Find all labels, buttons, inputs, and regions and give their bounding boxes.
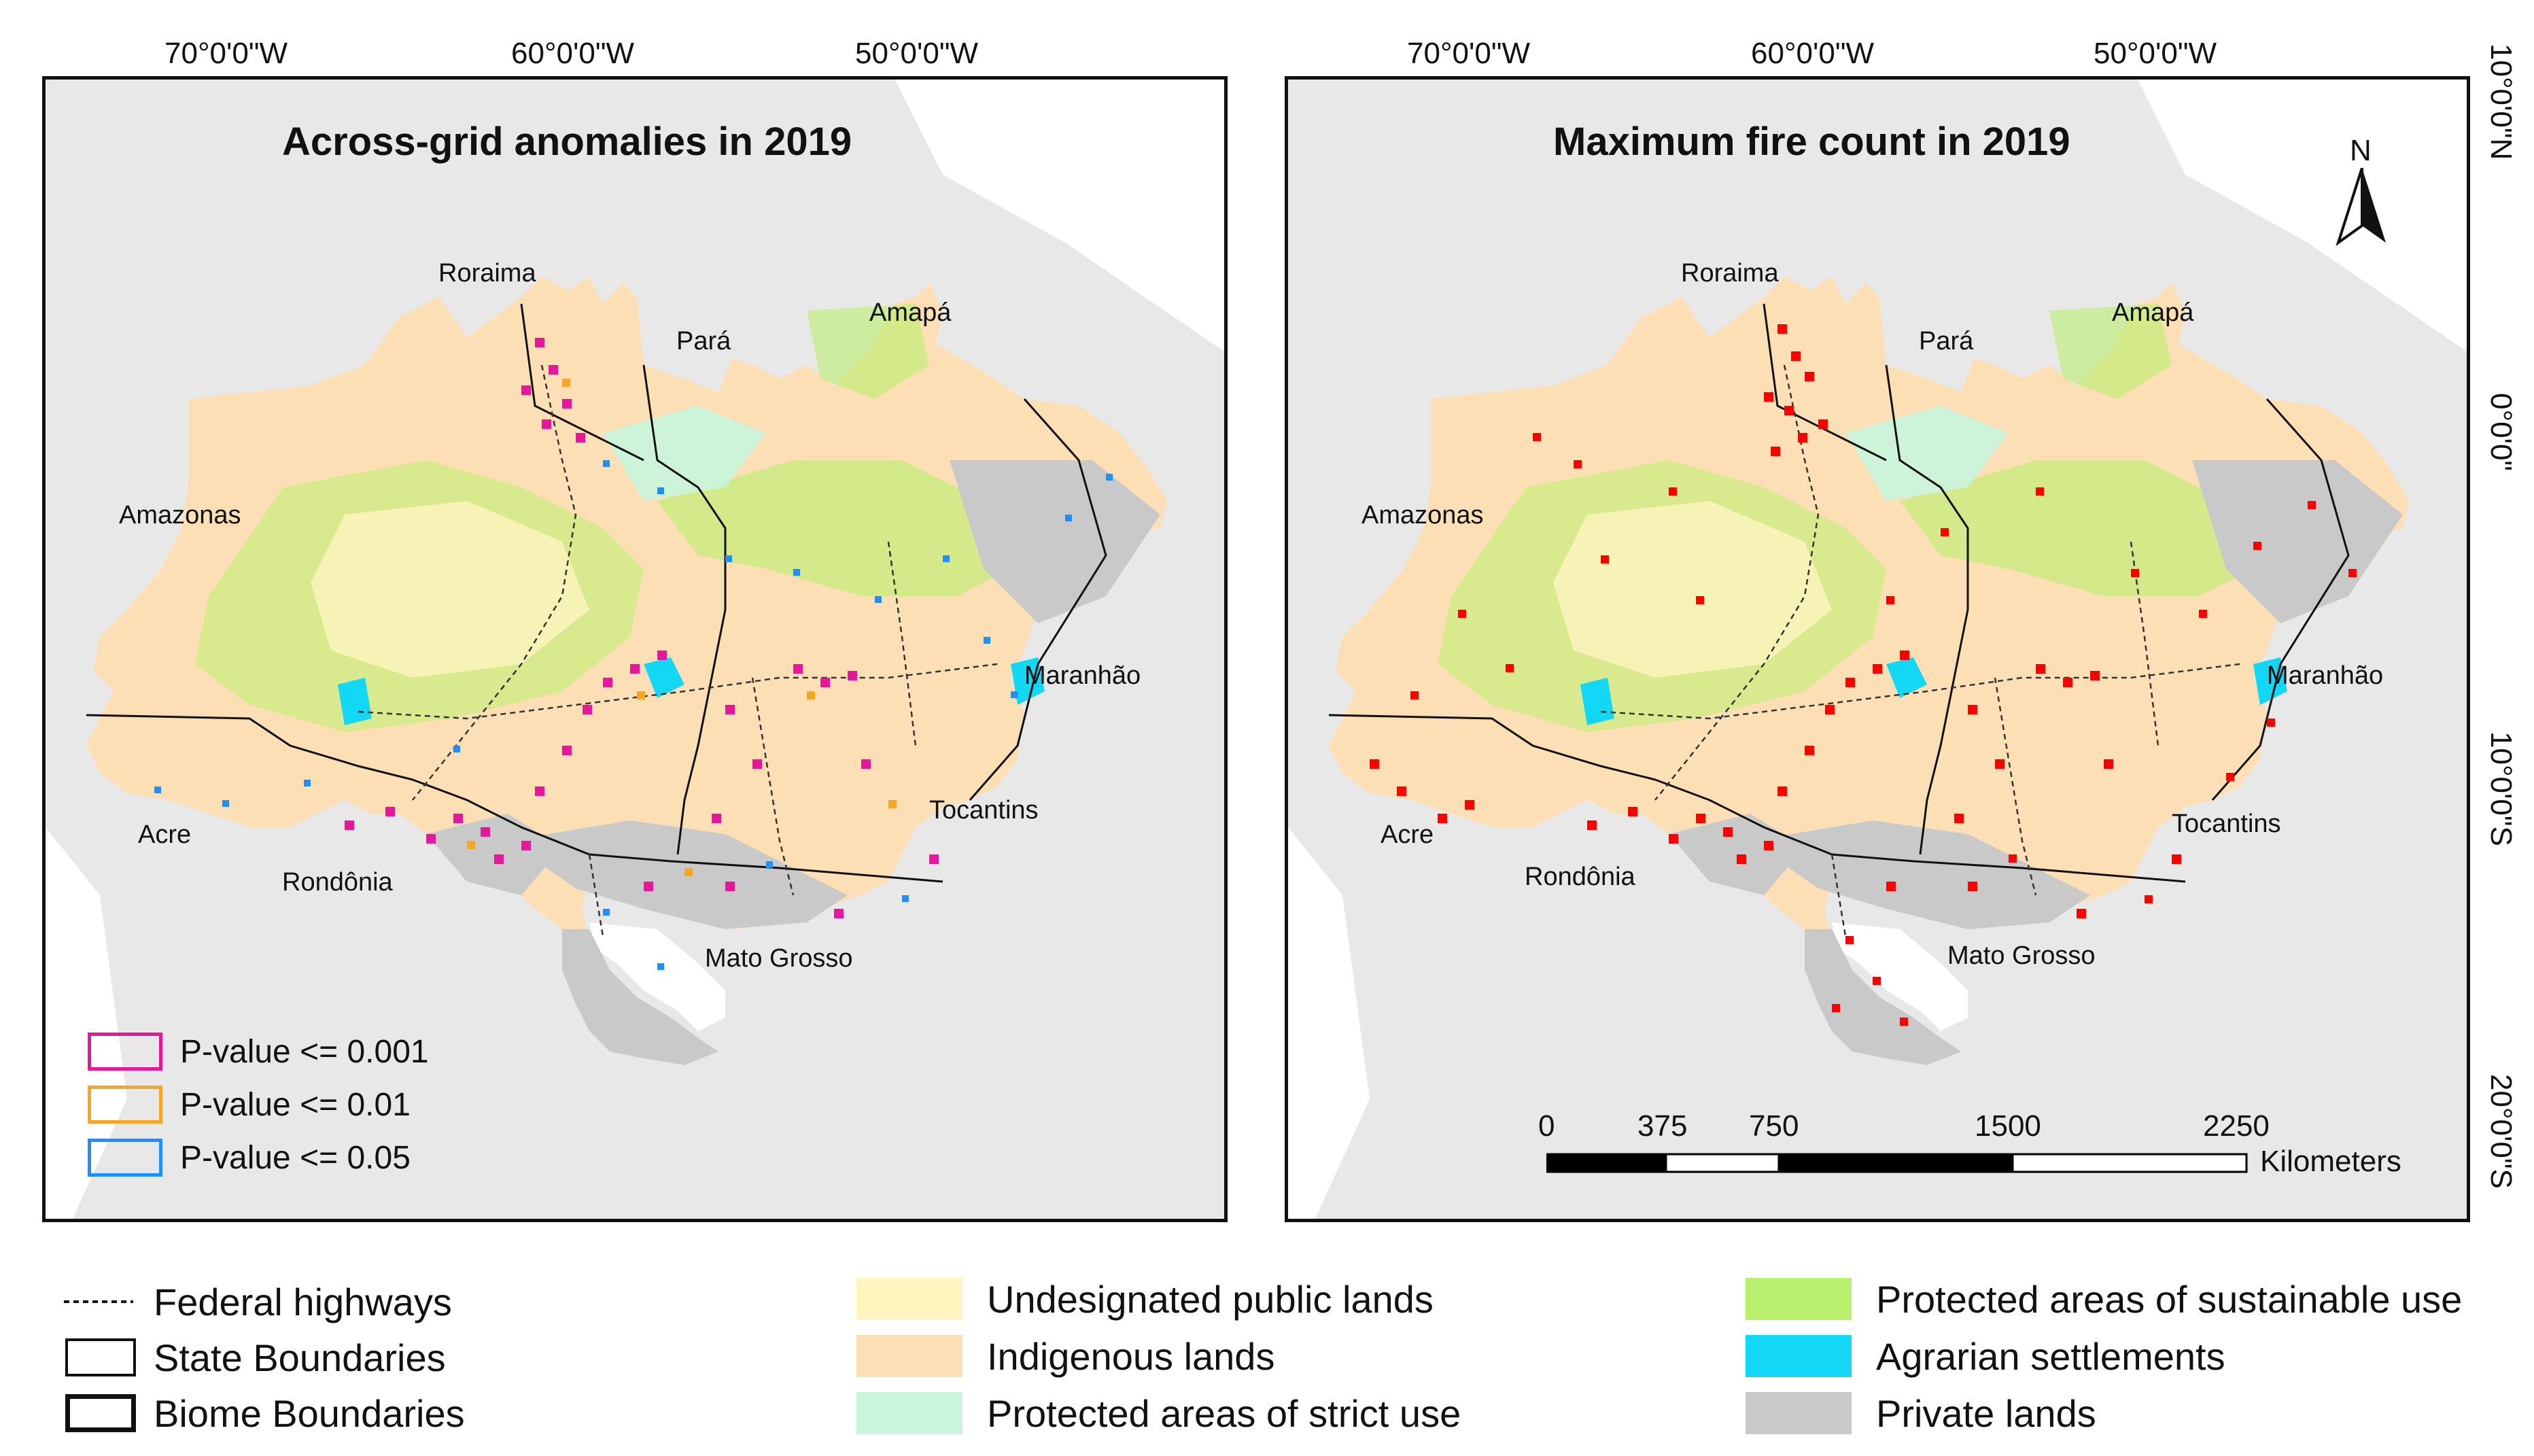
legend-label-indigenous: Indigenous lands	[987, 1334, 1275, 1378]
scale-tick-2250: 2250	[2203, 1109, 2270, 1143]
right-state-label-roraima: Roraima	[1681, 259, 1779, 288]
scale-tick-750: 750	[1749, 1109, 1799, 1143]
right-state-label-amazonas: Amazonas	[1361, 501, 1484, 530]
legend-item-private: Private lands	[1746, 1389, 2096, 1437]
scale-tick-1500: 1500	[1975, 1109, 2041, 1143]
right-lon-label-60w: 60°0'0"W	[1751, 37, 1875, 70]
pvalue-swatch-05	[88, 1139, 162, 1177]
right-state-boundaries	[1328, 303, 2350, 883]
north-arrow: N	[2328, 134, 2396, 249]
legend-item-strict-use: Protected areas of strict use	[856, 1389, 1461, 1437]
right-map-frame[interactable]: Maximum fire count in 2019 Roraima Pará …	[1285, 76, 2470, 1222]
right-map-panel: 70°0'0"W 60°0'0"W 50°0'0"W	[1278, 0, 2534, 1244]
legend-swatch-private	[1746, 1392, 1852, 1434]
left-map-canvas	[46, 80, 1224, 1219]
pvalue-swatch-01	[88, 1086, 162, 1124]
legend-item-agrarian: Agrarian settlements	[1746, 1332, 2225, 1380]
lat-label-10s: 10°0'0"S	[2484, 731, 2518, 846]
pvalue-legend-item-01: P-value <= 0.01	[88, 1084, 411, 1125]
north-arrow-letter: N	[2350, 134, 2372, 167]
legend-swatch-biome-boundaries	[65, 1394, 136, 1432]
pvalue-swatch-001	[88, 1033, 162, 1071]
left-lon-label-70w: 70°0'0"W	[164, 37, 288, 70]
right-lon-label-50w: 50°0'0"W	[2094, 37, 2217, 70]
left-state-label-para: Pará	[676, 327, 731, 356]
left-map-title: Across-grid anomalies in 2019	[282, 120, 852, 164]
left-state-label-maranhao: Maranhão	[1024, 661, 1141, 690]
left-pvalue-dots	[154, 338, 1113, 970]
legend-swatch-federal-highways	[64, 1300, 133, 1303]
scale-tick-0: 0	[1538, 1109, 1555, 1143]
right-state-label-rondonia: Rondônia	[1525, 863, 1635, 891]
legend-label-state-boundaries: State Boundaries	[154, 1336, 446, 1379]
left-state-boundaries	[86, 303, 1107, 883]
right-state-label-amapa: Amapá	[2112, 298, 2194, 327]
legend-label-sustainable-use: Protected areas of sustainable use	[1876, 1277, 2463, 1321]
legend-item-undesignated: Undesignated public lands	[856, 1275, 1434, 1323]
pvalue-legend-item-05: P-value <= 0.05	[88, 1137, 411, 1178]
right-lon-label-70w: 70°0'0"W	[1407, 37, 1531, 70]
legend-label-strict-use: Protected areas of strict use	[987, 1391, 1461, 1435]
left-state-label-roraima: Roraima	[438, 259, 536, 288]
right-biome-region	[1329, 277, 2410, 956]
legend-label-federal-highways: Federal highways	[154, 1280, 452, 1323]
left-state-label-rondonia: Rondônia	[282, 868, 393, 897]
right-state-label-para: Pará	[1919, 327, 1974, 356]
left-state-label-amazonas: Amazonas	[119, 501, 241, 530]
right-state-label-mato-grosso: Mato Grosso	[1947, 941, 2096, 970]
left-state-label-tocantins: Tocantins	[929, 796, 1039, 825]
lat-label-20s: 20°0'0"S	[2484, 1074, 2518, 1189]
left-state-label-mato-grosso: Mato Grosso	[705, 944, 853, 973]
legend-label-undesignated: Undesignated public lands	[987, 1277, 1434, 1321]
legend-swatch-sustainable-use	[1746, 1278, 1852, 1320]
pvalue-legend-item-001: P-value <= 0.001	[88, 1031, 429, 1072]
legend-item-biome-boundaries: Biome Boundaries	[65, 1389, 465, 1437]
legend-item-federal-highways: Federal highways	[61, 1278, 452, 1325]
pvalue-label-001: P-value <= 0.001	[180, 1033, 429, 1070]
scale-bar-graphic	[1546, 1153, 2248, 1173]
legend-label-private: Private lands	[1876, 1391, 2096, 1435]
legend-item-sustainable-use: Protected areas of sustainable use	[1746, 1275, 2462, 1323]
scale-bar: 0 375 750 1500 2250 Kilometers	[1538, 1109, 2464, 1191]
right-map-canvas	[1288, 80, 2467, 1219]
pvalue-label-01: P-value <= 0.01	[180, 1086, 411, 1123]
pvalue-label-05: P-value <= 0.05	[180, 1139, 411, 1176]
scale-tick-375: 375	[1637, 1109, 1688, 1143]
legend-swatch-agrarian	[1746, 1335, 1852, 1377]
left-state-label-amapa: Amapá	[869, 298, 952, 327]
left-map-frame[interactable]: Across-grid anomalies in 2019 Roraima Pa…	[42, 76, 1228, 1222]
right-state-label-acre: Acre	[1381, 820, 1434, 849]
left-map-panel: 70°0'0"W 60°0'0"W 50°0'0"W	[0, 0, 1237, 1244]
legend-swatch-strict-use	[856, 1392, 962, 1434]
left-federal-highways	[358, 364, 998, 937]
right-state-label-tocantins: Tocantins	[2172, 810, 2281, 838]
map-legend: Federal highways State Boundaries Biome …	[0, 1251, 2534, 1448]
legend-item-indigenous: Indigenous lands	[856, 1332, 1274, 1380]
right-map-title: Maximum fire count in 2019	[1553, 120, 2070, 164]
lat-label-10n: 10°0'0"N	[2484, 44, 2518, 160]
legend-swatch-state-boundaries	[65, 1338, 136, 1376]
right-state-label-maranhao: Maranhão	[2267, 661, 2384, 690]
legend-item-state-boundaries: State Boundaries	[65, 1334, 446, 1381]
right-fire-dots	[1370, 324, 2357, 1026]
lat-label-0: 0°0'0"	[2484, 393, 2518, 472]
right-mato-grosso-extension	[1805, 922, 1968, 1065]
left-mato-grosso-extension	[562, 922, 725, 1065]
left-lon-label-50w: 50°0'0"W	[855, 37, 979, 70]
legend-swatch-undesignated	[856, 1278, 962, 1320]
left-biome-region	[86, 277, 1167, 956]
legend-swatch-indigenous	[856, 1335, 962, 1377]
left-state-label-acre: Acre	[138, 820, 192, 849]
north-arrow-icon	[2336, 168, 2386, 247]
scale-bar-unit: Kilometers	[2260, 1145, 2401, 1178]
legend-label-agrarian: Agrarian settlements	[1876, 1334, 2225, 1378]
legend-label-biome-boundaries: Biome Boundaries	[154, 1391, 465, 1435]
left-lon-label-60w: 60°0'0"W	[511, 37, 635, 70]
